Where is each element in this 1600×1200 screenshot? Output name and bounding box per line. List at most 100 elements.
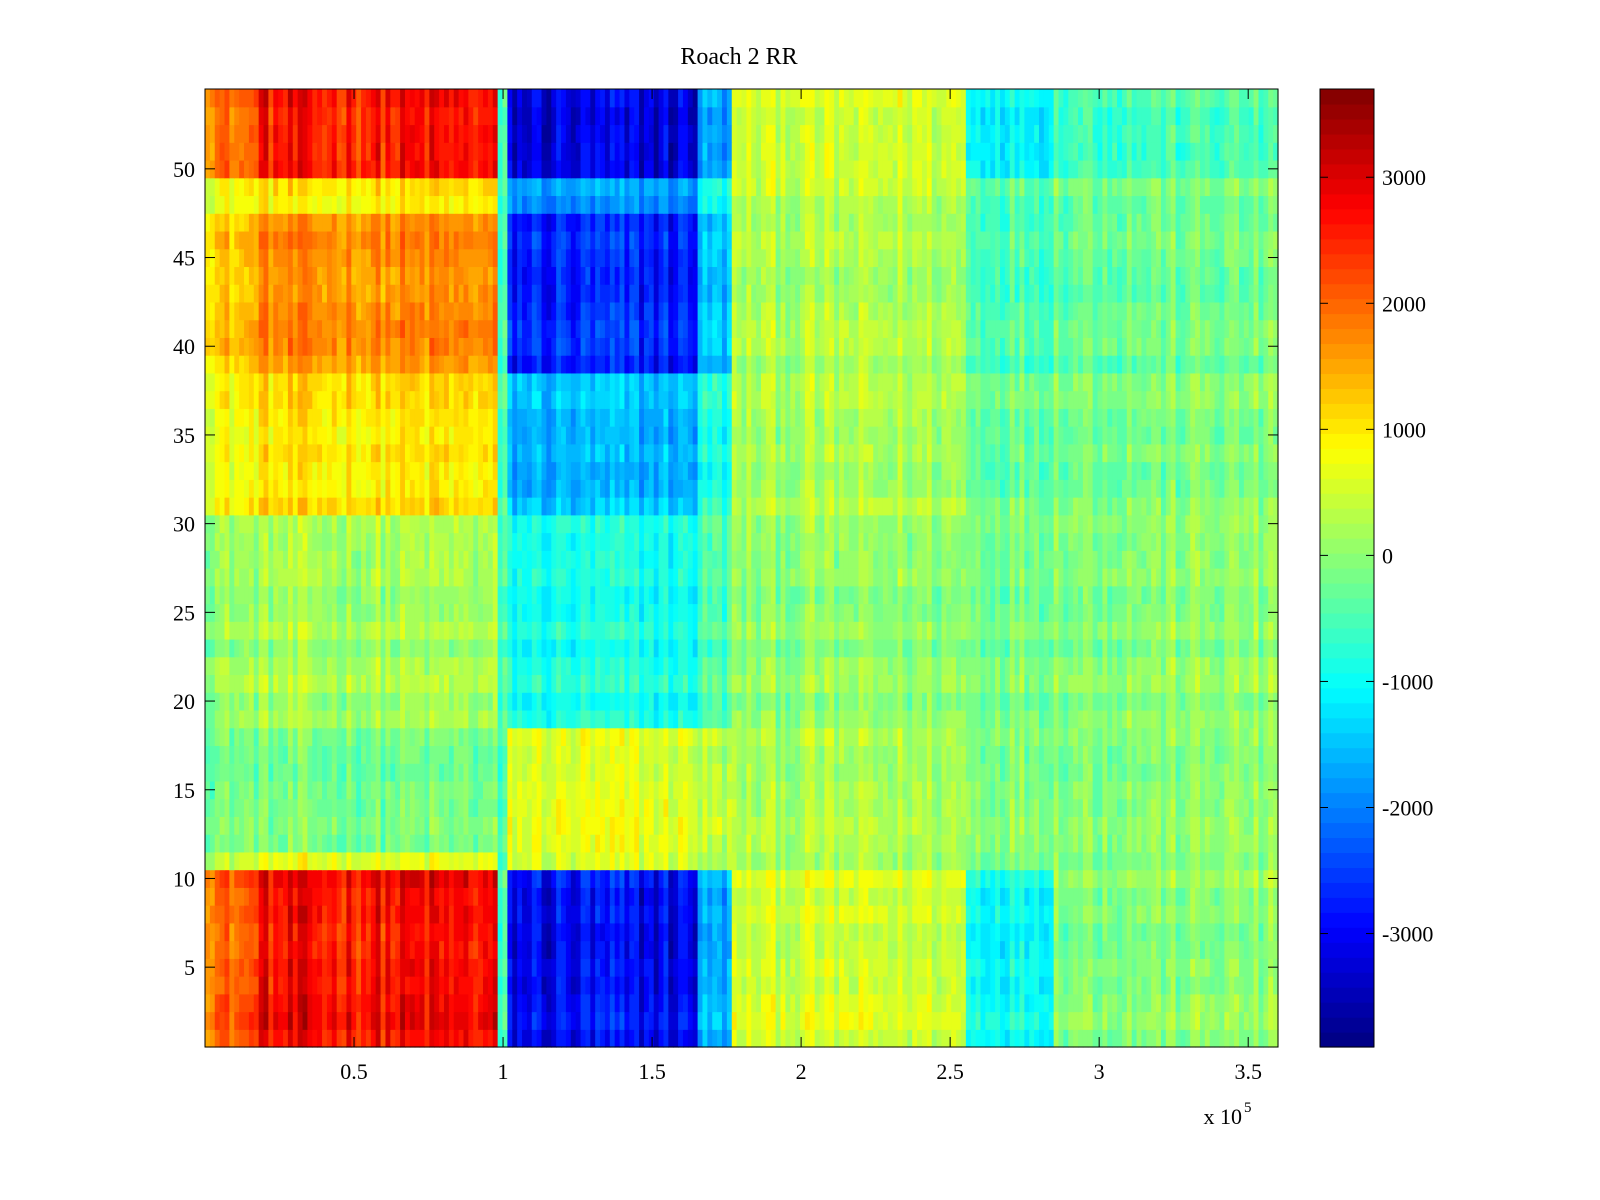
heatmap-cell bbox=[717, 727, 723, 747]
heatmap-cell bbox=[848, 940, 855, 959]
heatmap-cell bbox=[800, 745, 806, 764]
heatmap-cell bbox=[824, 1011, 830, 1030]
heatmap-cell bbox=[287, 922, 294, 942]
heatmap-cell bbox=[302, 851, 309, 871]
heatmap-cell bbox=[1131, 887, 1138, 906]
heatmap-cell bbox=[570, 922, 577, 942]
heatmap-cell bbox=[341, 851, 348, 871]
heatmap-cell bbox=[556, 887, 562, 906]
heatmap-cell bbox=[1107, 834, 1113, 853]
heatmap-cell bbox=[775, 940, 782, 959]
heatmap-cell bbox=[643, 922, 650, 942]
heatmap-cell bbox=[390, 993, 396, 1013]
heatmap-cell bbox=[468, 887, 474, 906]
heatmap-cell bbox=[1195, 887, 1201, 906]
heatmap-cell bbox=[302, 780, 309, 800]
heatmap-cell bbox=[1141, 940, 1147, 959]
heatmap-cell bbox=[960, 834, 967, 853]
heatmap-cell bbox=[1224, 869, 1230, 888]
heatmap-cell bbox=[404, 798, 411, 817]
heatmap-cell bbox=[1234, 798, 1240, 817]
heatmap-cell bbox=[1019, 780, 1025, 800]
heatmap-cell bbox=[936, 692, 943, 711]
heatmap-cell bbox=[453, 869, 460, 888]
heatmap-cell bbox=[1190, 745, 1196, 764]
heatmap-cell bbox=[921, 1011, 928, 1030]
heatmap-cell bbox=[248, 993, 255, 1013]
heatmap-cell bbox=[1107, 887, 1113, 906]
heatmap-cell bbox=[536, 745, 543, 764]
heatmap-cell bbox=[351, 709, 357, 729]
heatmap-cell bbox=[380, 656, 387, 676]
heatmap-cell bbox=[892, 798, 899, 817]
heatmap-cell bbox=[590, 780, 596, 800]
heatmap-cell bbox=[531, 709, 538, 729]
heatmap-cell bbox=[1126, 656, 1133, 676]
heatmap-cell bbox=[726, 727, 733, 747]
heatmap-cell bbox=[458, 1029, 465, 1048]
heatmap-cell bbox=[643, 656, 650, 676]
heatmap-cell bbox=[1107, 763, 1113, 782]
heatmap-cell bbox=[951, 993, 957, 1013]
heatmap-cell bbox=[658, 958, 665, 977]
heatmap-cell bbox=[863, 763, 869, 782]
heatmap-cell bbox=[1009, 940, 1016, 959]
heatmap-cell bbox=[497, 922, 504, 942]
heatmap-cell bbox=[283, 1029, 289, 1048]
heatmap-cell bbox=[570, 851, 577, 871]
heatmap-cell bbox=[702, 780, 708, 800]
heatmap-cell bbox=[439, 993, 445, 1013]
heatmap-cell bbox=[561, 940, 567, 959]
heatmap-cell bbox=[975, 816, 982, 835]
heatmap-cell bbox=[985, 656, 991, 676]
heatmap-cell bbox=[1170, 727, 1177, 747]
heatmap-cell bbox=[702, 1011, 708, 1030]
heatmap-cell bbox=[736, 674, 743, 693]
heatmap-cell bbox=[263, 816, 270, 835]
heatmap-cell bbox=[585, 638, 591, 658]
heatmap-cell bbox=[258, 745, 265, 764]
heatmap-cell bbox=[629, 727, 635, 747]
heatmap-cell bbox=[234, 692, 240, 711]
heatmap-cell bbox=[1268, 922, 1274, 942]
heatmap-cell bbox=[1229, 1029, 1235, 1048]
heatmap-cell bbox=[1029, 940, 1035, 959]
heatmap-cell bbox=[1199, 709, 1206, 729]
heatmap-cell bbox=[1273, 798, 1279, 817]
heatmap-cell bbox=[614, 976, 621, 995]
heatmap-cell bbox=[1238, 656, 1245, 676]
heatmap-cell bbox=[478, 834, 484, 853]
heatmap-cell bbox=[926, 745, 933, 764]
heatmap-cell bbox=[770, 869, 777, 888]
heatmap-cell bbox=[419, 709, 426, 729]
heatmap-cell bbox=[795, 1029, 801, 1048]
heatmap-cell bbox=[507, 851, 513, 871]
heatmap-cell bbox=[351, 887, 357, 906]
heatmap-cell bbox=[570, 869, 577, 888]
heatmap-cell bbox=[1034, 727, 1040, 747]
heatmap-cell bbox=[858, 922, 865, 942]
heatmap-cell bbox=[926, 958, 933, 977]
heatmap-cell bbox=[839, 745, 845, 764]
heatmap-cell bbox=[443, 816, 450, 835]
heatmap-cell bbox=[404, 958, 411, 977]
heatmap-cell bbox=[1219, 940, 1225, 959]
heatmap-cell bbox=[536, 905, 543, 924]
heatmap-cell bbox=[687, 780, 694, 800]
heatmap-cell bbox=[356, 958, 362, 977]
heatmap-cell bbox=[731, 922, 738, 942]
heatmap-cell bbox=[712, 656, 718, 676]
heatmap-cell bbox=[575, 692, 582, 711]
heatmap-cell bbox=[795, 656, 801, 676]
heatmap-cell bbox=[887, 816, 894, 835]
heatmap-cell bbox=[746, 798, 752, 817]
heatmap-cell bbox=[492, 993, 499, 1013]
heatmap-cell bbox=[663, 674, 669, 693]
heatmap-cell bbox=[843, 958, 850, 977]
heatmap-cell bbox=[800, 763, 806, 782]
heatmap-cell bbox=[848, 887, 855, 906]
heatmap-cell bbox=[800, 940, 806, 959]
heatmap-cell bbox=[1068, 976, 1074, 995]
heatmap-cell bbox=[526, 834, 533, 853]
heatmap-cell bbox=[1082, 922, 1089, 942]
